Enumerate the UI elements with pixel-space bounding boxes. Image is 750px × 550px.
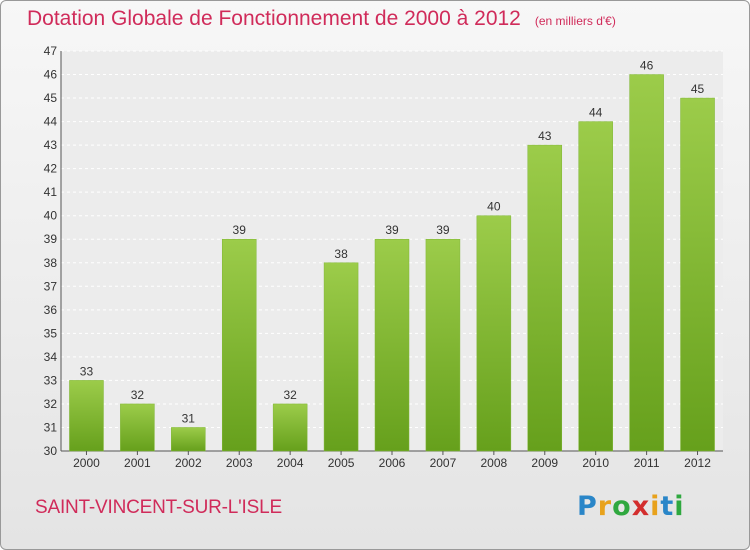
- proxiti-logo: Proxiti: [577, 491, 685, 522]
- x-tick-label: 2007: [430, 456, 457, 470]
- bar: [425, 238, 461, 452]
- logo-letter: i: [650, 491, 661, 522]
- y-tick-label: 41: [44, 185, 58, 199]
- bar: [629, 74, 664, 452]
- y-tick-label: 40: [44, 209, 58, 223]
- x-tick-label: 2002: [175, 456, 202, 470]
- chart-title: Dotation Globale de Fonctionnement de 20…: [27, 7, 616, 31]
- y-tick-label: 45: [44, 91, 58, 105]
- bar: [221, 238, 257, 452]
- bar: [171, 427, 206, 452]
- bar: [578, 121, 613, 452]
- data-label: 44: [589, 106, 603, 120]
- x-tick-label: 2010: [582, 456, 609, 470]
- bar: [680, 97, 715, 452]
- data-label: 39: [436, 223, 450, 237]
- x-tick-label: 2011: [634, 456, 660, 470]
- x-tick-label: 2003: [226, 456, 253, 470]
- y-tick-label: 33: [44, 373, 58, 387]
- y-tick-label: 32: [44, 397, 58, 411]
- data-label: 38: [334, 247, 348, 261]
- data-label: 40: [487, 200, 501, 214]
- logo-letter: i: [674, 491, 685, 522]
- data-label: 39: [385, 223, 399, 237]
- data-label: 32: [283, 388, 297, 402]
- y-tick-label: 37: [44, 279, 58, 293]
- commune-name: SAINT-VINCENT-SUR-L'ISLE: [35, 497, 282, 518]
- y-tick-label: 39: [44, 232, 58, 246]
- bar: [120, 403, 155, 452]
- y-tick-label: 36: [44, 303, 58, 317]
- x-tick-label: 2008: [480, 456, 507, 470]
- data-label: 46: [640, 59, 654, 73]
- y-tick-label: 35: [44, 326, 58, 340]
- y-tick-label: 34: [44, 350, 58, 364]
- data-label: 39: [233, 223, 247, 237]
- x-tick-label: 2009: [531, 456, 558, 470]
- bar: [374, 238, 410, 452]
- logo-letter: o: [612, 491, 632, 522]
- logo-letter: x: [631, 491, 651, 522]
- logo-letter: P: [577, 491, 598, 522]
- chart-title-text: Dotation Globale de Fonctionnement de 20…: [27, 7, 521, 30]
- x-tick-label: 2001: [124, 456, 151, 470]
- y-tick-label: 30: [44, 444, 58, 458]
- logo-letter: t: [660, 491, 675, 522]
- data-label: 31: [182, 411, 196, 425]
- logo-letter: r: [597, 491, 613, 522]
- x-tick-label: 2006: [379, 456, 406, 470]
- chart-unit: (en milliers d'€): [534, 14, 616, 28]
- y-tick-label: 47: [44, 44, 58, 58]
- x-tick-label: 2012: [684, 456, 711, 470]
- data-label: 33: [80, 364, 94, 378]
- bar: [476, 215, 512, 452]
- data-label: 45: [691, 82, 705, 96]
- y-tick-label: 43: [44, 138, 58, 152]
- data-label: 32: [131, 388, 145, 402]
- x-tick-label: 2005: [328, 456, 355, 470]
- bar: [69, 380, 104, 452]
- y-tick-label: 38: [44, 256, 58, 270]
- y-tick-label: 46: [44, 68, 58, 82]
- bar: [323, 262, 359, 452]
- x-tick-label: 2000: [73, 456, 100, 470]
- y-tick-label: 42: [44, 162, 58, 176]
- y-tick-label: 44: [44, 115, 58, 129]
- bar: [527, 144, 563, 452]
- x-tick-label: 2004: [277, 456, 304, 470]
- bar: [272, 403, 308, 452]
- y-tick-label: 31: [44, 420, 58, 434]
- data-label: 43: [538, 129, 552, 143]
